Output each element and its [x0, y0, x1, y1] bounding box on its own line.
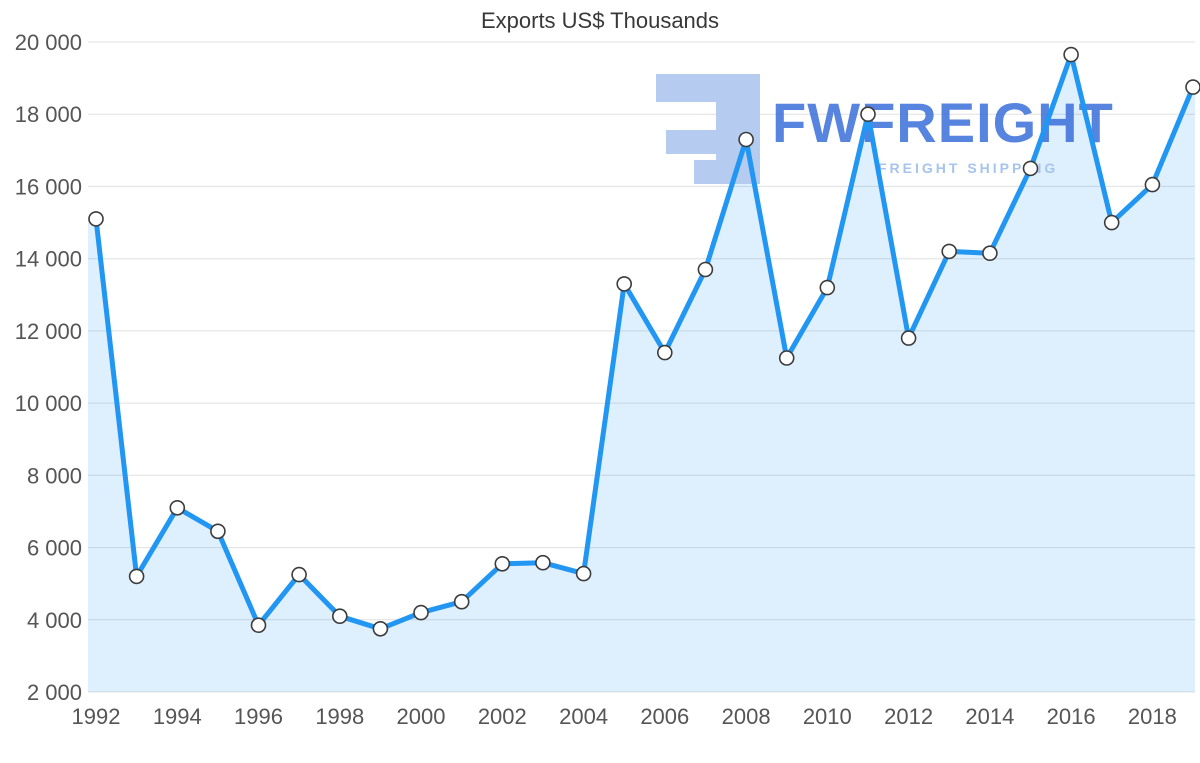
data-point-marker[interactable]	[900, 330, 917, 346]
data-point-marker[interactable]	[941, 243, 958, 260]
data-point-marker[interactable]	[697, 261, 714, 278]
y-tick-label: 6 000	[27, 536, 82, 561]
data-point-marker[interactable]	[575, 565, 592, 582]
data-point-marker[interactable]	[1144, 176, 1161, 193]
data-point-marker[interactable]	[1022, 160, 1039, 177]
x-tick-label: 2010	[803, 704, 852, 729]
data-point-marker[interactable]	[88, 211, 104, 227]
data-point-marker[interactable]	[453, 593, 470, 610]
data-point-marker[interactable]	[1103, 214, 1120, 231]
x-tick-label: 2018	[1128, 704, 1177, 729]
watermark-tagline: FREIGHT SHIPPING	[878, 160, 1058, 176]
y-tick-label: 8 000	[27, 463, 82, 488]
x-tick-label: 1994	[153, 704, 202, 729]
y-tick-label: 14 000	[15, 247, 82, 272]
x-tick-label: 2006	[640, 704, 689, 729]
y-tick-label: 10 000	[15, 391, 82, 416]
data-point-marker[interactable]	[778, 350, 795, 366]
data-point-marker[interactable]	[210, 523, 226, 540]
y-tick-label: 12 000	[15, 319, 82, 344]
data-point-marker[interactable]	[616, 276, 633, 292]
data-point-marker[interactable]	[1063, 46, 1079, 63]
data-point-marker[interactable]	[494, 555, 511, 572]
data-point-marker[interactable]	[1185, 79, 1200, 95]
fwfreight-logo-icon	[656, 74, 760, 184]
y-tick-label: 20 000	[15, 30, 82, 55]
series-line	[93, 52, 1196, 632]
data-point-marker[interactable]	[535, 554, 551, 571]
chart-grid-layer: 20 000 18 000 16 000 14 000 12 000 10 000 8 00…	[15, 30, 1195, 729]
data-point-marker[interactable]	[169, 499, 186, 516]
watermark: FWFREIGHT FREIGHT SHIPPING	[656, 74, 1114, 184]
chart-title: Exports US$ Thousands	[480, 8, 720, 33]
data-point-marker[interactable]	[291, 566, 307, 583]
y-tick-label: 18 000	[15, 102, 82, 127]
watermark-brand: FWFREIGHT	[772, 91, 1114, 154]
data-point-marker[interactable]	[860, 106, 876, 122]
data-point-marker[interactable]	[982, 245, 998, 261]
x-tick-label: 2002	[478, 704, 527, 729]
x-tick-label: 1998	[315, 704, 364, 729]
data-point-marker[interactable]	[128, 568, 145, 585]
chart-series-layer	[88, 46, 1200, 637]
x-tick-label: 2008	[722, 704, 771, 729]
data-point-marker[interactable]	[372, 620, 389, 637]
data-point-marker[interactable]	[738, 131, 754, 148]
data-point-marker[interactable]	[250, 617, 267, 634]
series-area	[88, 54, 1195, 693]
x-tick-label: 2014	[965, 704, 1014, 729]
x-tick-label: 2004	[559, 704, 608, 729]
y-tick-label: 16 000	[15, 174, 82, 199]
x-tick-label: 1996	[234, 704, 283, 729]
x-tick-label: 2012	[884, 704, 933, 729]
data-point-marker[interactable]	[656, 344, 673, 361]
x-tick-label: 2000	[397, 704, 446, 729]
y-tick-label: 4 000	[27, 608, 82, 633]
data-point-marker[interactable]	[331, 608, 348, 625]
x-tick-label: 2016	[1047, 704, 1096, 729]
y-tick-label: 2 000	[27, 680, 82, 705]
x-tick-label: 1992	[72, 704, 121, 729]
data-point-marker[interactable]	[413, 604, 429, 621]
data-point-marker[interactable]	[819, 279, 836, 296]
